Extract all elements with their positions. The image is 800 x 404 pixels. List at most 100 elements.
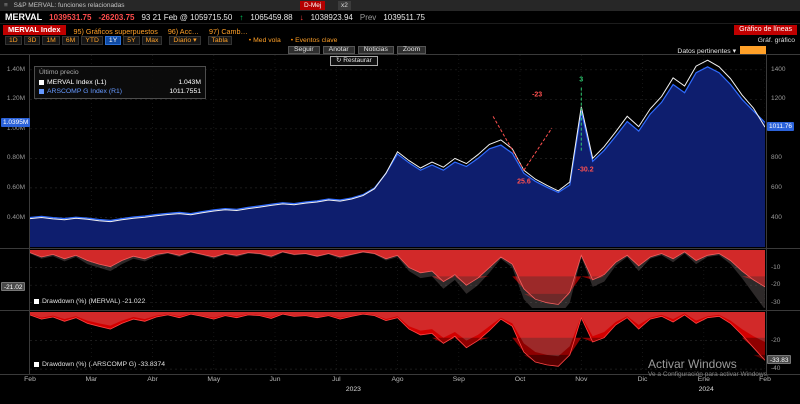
- table-button[interactable]: Tabla: [207, 36, 232, 45]
- frame-line: [0, 374, 800, 375]
- menu-item-0[interactable]: 95) Gráficos superpuestos: [73, 27, 158, 36]
- function-badge[interactable]: D-Mej: [300, 1, 326, 10]
- range-button-ytd[interactable]: YTD: [81, 36, 103, 45]
- y-axis-tick-label: 1.00M: [6, 124, 25, 132]
- x-axis-month-label: Abr: [147, 376, 158, 383]
- legend-item-0[interactable]: MERVAL Index (L1) 1.043M: [39, 78, 201, 87]
- frame-line: [766, 54, 767, 374]
- arrow-down-icon: ↓: [299, 12, 304, 22]
- range-button-1y[interactable]: 1Y: [104, 36, 122, 45]
- drawdown1-panel[interactable]: [30, 250, 765, 308]
- menu-icon[interactable]: ≡: [4, 2, 8, 9]
- legend-series-value: 1011.7551: [169, 88, 201, 95]
- drawdown2-axis: -20 -40: [768, 312, 800, 373]
- drawdown2-label[interactable]: Drawdown (%) (.ARSCOMP G) -33.8374: [34, 361, 165, 368]
- y-axis-tick-label: -20: [771, 281, 781, 289]
- x-axis-month-label: Jul: [331, 376, 341, 383]
- session-info: 93 21 Feb @ 1059715.50: [141, 12, 233, 22]
- drawdown2-panel[interactable]: [30, 312, 765, 372]
- x-axis-year-label: 2023: [345, 386, 361, 393]
- chevron-down-icon: ▾: [193, 37, 197, 44]
- window-top-bar: ≡ S&P MERVAL: funciones relacionadas D-M…: [0, 0, 800, 11]
- drawdown2-svg[interactable]: [30, 312, 765, 372]
- chart-button-anotar[interactable]: Anotar: [322, 46, 355, 54]
- series-swatch-icon: [34, 362, 39, 367]
- y-axis-tick-label: 400: [771, 213, 782, 221]
- chart-button-seguir[interactable]: Seguir: [288, 46, 320, 54]
- price-change: -26203.75: [98, 12, 135, 22]
- toggle-label: Eventos clave: [295, 37, 338, 44]
- last-price-badge-right: 1011.76: [767, 122, 795, 132]
- legend-rows: MERVAL Index (L1) 1.043M ARSCOMP G Index (…: [39, 78, 201, 96]
- series-swatch-icon: [39, 89, 44, 94]
- toggle-label: Med vola: [253, 37, 281, 44]
- series-swatch-icon: [39, 80, 44, 85]
- y-axis-tick-label: 1400: [771, 65, 786, 73]
- toolbar-toggle-1[interactable]: • Eventos clave: [291, 37, 338, 44]
- range-button-1m[interactable]: 1M: [42, 36, 60, 45]
- y-axis-tick-label: -10: [771, 263, 781, 271]
- frame-line: [29, 54, 30, 374]
- y-axis-tick-label: 800: [771, 154, 782, 162]
- window-title: S&P MERVAL: funciones relacionadas: [13, 2, 125, 9]
- range-button-max[interactable]: Max: [141, 36, 163, 45]
- legend-title: Último precio: [39, 69, 79, 76]
- frame-line: [0, 310, 800, 311]
- restore-button[interactable]: ↻ Restaurar: [330, 56, 378, 66]
- chart-button-noticias[interactable]: Noticias: [357, 46, 394, 54]
- x-axis-month-label: Mar: [85, 376, 98, 383]
- toolbar-toggle-0[interactable]: • Med vola: [249, 37, 281, 44]
- y-axis-tick-label: 1.40M: [6, 65, 25, 73]
- y-axis-tick-label: 1.20M: [6, 95, 25, 103]
- drawdown1-label[interactable]: Drawdown (%) (MERVAL) -21.022: [34, 298, 145, 305]
- frame-line: [0, 248, 800, 249]
- x-axis-month-label: Nov: [575, 376, 588, 383]
- series-swatch-icon: [34, 299, 39, 304]
- x-axis-month-label: Feb: [759, 376, 771, 383]
- main-right-axis: 140012001000800600400: [768, 55, 800, 247]
- menu-item-2[interactable]: 97) Camb…: [208, 27, 248, 36]
- x-axis-month-label: Oct: [514, 376, 526, 383]
- interval-select[interactable]: Diario ▾: [169, 36, 201, 45]
- arrow-up-icon: ↑: [239, 12, 244, 22]
- frame-line: [0, 54, 800, 55]
- chart-button-zoom[interactable]: Zoom: [396, 46, 427, 54]
- drawdown1-label-text: Drawdown (%) (MERVAL) -21.022: [42, 298, 146, 305]
- toolbar-toggles: • Med vola • Eventos clave: [249, 37, 338, 44]
- restore-icon: ↻: [336, 57, 342, 64]
- y-axis-tick-label: -40: [771, 365, 781, 373]
- x-axis-month-label: Sep: [452, 376, 465, 383]
- main-chart-panel[interactable]: -23 25.6 -30.2 3 Último precio MERVAL Index…: [30, 55, 765, 247]
- main-left-axis: 1.40M 1.20M 1.00M 0.80M 0.60M 0.40M: [0, 55, 28, 247]
- range-button-5y[interactable]: 5Y: [123, 36, 140, 45]
- drawdown1-svg[interactable]: [30, 250, 765, 308]
- y-axis-tick-label: 0.40M: [6, 213, 25, 221]
- range-button-3d[interactable]: 3D: [23, 36, 41, 45]
- legend-series-label: ARSCOMP G Index (R1): [47, 88, 123, 95]
- chart-type-badge[interactable]: Gráfico de líneas: [734, 25, 797, 35]
- security-badge[interactable]: MERVAL Index: [3, 25, 66, 35]
- drawdown1-value-badge: -21.02: [1, 281, 26, 291]
- panel-count-badge[interactable]: x2: [338, 1, 351, 10]
- prev-close: 1039511.75: [383, 12, 425, 22]
- ticker-symbol: MERVAL: [5, 12, 43, 22]
- related-data-label: Datos pertinentes: [677, 48, 731, 55]
- amber-indicator-badge[interactable]: [740, 46, 766, 54]
- chart-options-label[interactable]: Gráf. gráfico: [757, 37, 795, 44]
- range-toolbar: 1D 3D 1M 6M YTD 1Y 5Y Max Diario ▾ Tabla • Med v…: [0, 36, 800, 45]
- range-button-6m[interactable]: 6M: [61, 36, 80, 45]
- x-axis-years: 2023 2024: [30, 386, 765, 395]
- quote-bar: MERVAL 1039531.75 -26203.75 93 21 Feb @ …: [0, 11, 800, 24]
- y-axis-tick-label: 600: [771, 183, 782, 191]
- menu-item-1[interactable]: 96) Acc…: [167, 27, 199, 36]
- related-data-dropdown[interactable]: Datos pertinentes ▾: [677, 47, 736, 55]
- legend-item-1[interactable]: ARSCOMP G Index (R1) 1011.7551: [39, 87, 201, 96]
- interval-value: Diario: [173, 37, 192, 44]
- x-axis-month-label: Feb: [24, 376, 36, 383]
- last-price-badge-left: 1.0395M: [1, 117, 31, 127]
- session-high: 1065459.88: [250, 12, 293, 22]
- x-axis-month-label: Jun: [269, 376, 281, 383]
- x-axis-month-label: Dic: [637, 376, 648, 383]
- range-button-1d[interactable]: 1D: [5, 36, 22, 45]
